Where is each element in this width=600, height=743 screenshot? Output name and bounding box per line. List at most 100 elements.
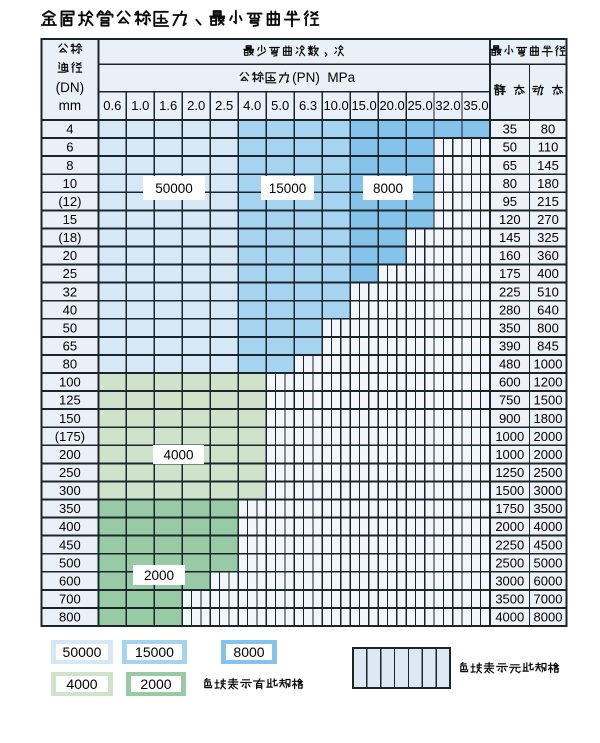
svg-text:2000: 2000 <box>140 676 171 692</box>
svg-text:35.0: 35.0 <box>463 98 488 113</box>
svg-text:325: 325 <box>537 230 559 245</box>
svg-text:4500: 4500 <box>534 537 563 552</box>
svg-text:1500: 1500 <box>534 393 563 408</box>
svg-text:5000: 5000 <box>534 555 563 570</box>
svg-text:1000: 1000 <box>495 429 524 444</box>
svg-text:25.0: 25.0 <box>407 98 432 113</box>
svg-text:350: 350 <box>59 501 81 516</box>
svg-text:175: 175 <box>499 266 521 281</box>
svg-text:8000: 8000 <box>233 644 264 660</box>
svg-text:1800: 1800 <box>534 411 563 426</box>
svg-text:80: 80 <box>541 122 555 137</box>
svg-text:50000: 50000 <box>155 181 193 196</box>
svg-text:250: 250 <box>59 465 81 480</box>
svg-text:160: 160 <box>499 248 521 263</box>
svg-text:200: 200 <box>59 447 81 462</box>
svg-text:700: 700 <box>59 592 81 607</box>
svg-text:20: 20 <box>63 248 77 263</box>
svg-text:15000: 15000 <box>135 644 174 660</box>
svg-text:1750: 1750 <box>495 501 524 516</box>
svg-text:4000: 4000 <box>495 610 524 625</box>
svg-text:(18): (18) <box>58 230 81 245</box>
svg-text:2500: 2500 <box>495 555 524 570</box>
svg-text:95: 95 <box>503 194 517 209</box>
svg-text:35: 35 <box>503 122 517 137</box>
svg-text:50: 50 <box>63 320 77 335</box>
svg-text:(12): (12) <box>58 194 81 209</box>
svg-text:3000: 3000 <box>534 483 563 498</box>
svg-text:80: 80 <box>503 176 517 191</box>
svg-text:15: 15 <box>63 212 77 227</box>
svg-text:32.0: 32.0 <box>435 98 460 113</box>
svg-text:500: 500 <box>59 555 81 570</box>
svg-text:(DN): (DN) <box>56 80 85 95</box>
svg-text:450: 450 <box>59 537 81 552</box>
svg-text:3000: 3000 <box>495 573 524 588</box>
svg-text:510: 510 <box>537 284 559 299</box>
svg-text:4.0: 4.0 <box>243 98 261 113</box>
svg-text:120: 120 <box>499 212 521 227</box>
svg-text:1250: 1250 <box>495 465 524 480</box>
svg-text:110: 110 <box>538 140 559 155</box>
svg-text:180: 180 <box>537 176 559 191</box>
svg-text:2000: 2000 <box>144 568 174 583</box>
svg-text:2250: 2250 <box>495 537 524 552</box>
svg-text:25: 25 <box>63 266 77 281</box>
svg-text:80: 80 <box>63 357 77 372</box>
svg-text:(175): (175) <box>55 429 85 444</box>
svg-text:1.0: 1.0 <box>131 98 149 113</box>
svg-text:32: 32 <box>63 284 77 299</box>
svg-text:750: 750 <box>499 393 521 408</box>
svg-text:8000: 8000 <box>373 181 403 196</box>
svg-text:6.3: 6.3 <box>299 98 317 113</box>
svg-text:350: 350 <box>499 320 521 335</box>
svg-text:8: 8 <box>66 158 73 173</box>
svg-text:20.0: 20.0 <box>379 98 404 113</box>
svg-text:150: 150 <box>59 411 81 426</box>
svg-text:400: 400 <box>537 266 559 281</box>
svg-text:2000: 2000 <box>495 519 524 534</box>
svg-text:6: 6 <box>66 140 73 155</box>
svg-text:2000: 2000 <box>534 429 563 444</box>
svg-text:800: 800 <box>59 610 81 625</box>
svg-text:360: 360 <box>537 248 559 263</box>
svg-text:145: 145 <box>537 158 559 173</box>
svg-text:0.6: 0.6 <box>103 98 121 113</box>
svg-text:1000: 1000 <box>495 447 524 462</box>
svg-text:4000: 4000 <box>163 447 193 462</box>
svg-text:10.0: 10.0 <box>323 98 348 113</box>
svg-text:1.6: 1.6 <box>159 98 177 113</box>
svg-text:400: 400 <box>59 519 81 534</box>
svg-text:225: 225 <box>499 284 521 299</box>
svg-text:600: 600 <box>59 573 81 588</box>
svg-text:5.0: 5.0 <box>271 98 289 113</box>
svg-text:4000: 4000 <box>534 519 563 534</box>
svg-text:6000: 6000 <box>534 573 563 588</box>
svg-text:1000: 1000 <box>534 357 563 372</box>
svg-text:390: 390 <box>499 339 521 354</box>
svg-text:1500: 1500 <box>495 483 524 498</box>
svg-text:2.5: 2.5 <box>215 98 233 113</box>
svg-text:1200: 1200 <box>534 375 563 390</box>
svg-text:8000: 8000 <box>534 610 563 625</box>
svg-text:50000: 50000 <box>63 644 102 660</box>
svg-text:7000: 7000 <box>534 592 563 607</box>
svg-text:4000: 4000 <box>66 676 97 692</box>
svg-text:2500: 2500 <box>534 465 563 480</box>
svg-text:2000: 2000 <box>534 447 563 462</box>
svg-text:10: 10 <box>63 176 77 191</box>
svg-text:65: 65 <box>63 339 77 354</box>
svg-text:480: 480 <box>499 357 521 372</box>
svg-text:65: 65 <box>503 158 517 173</box>
svg-text:640: 640 <box>537 302 559 317</box>
svg-text:4: 4 <box>66 122 73 137</box>
svg-text:100: 100 <box>59 375 81 390</box>
svg-text:845: 845 <box>537 339 559 354</box>
svg-text:2.0: 2.0 <box>187 98 205 113</box>
svg-text:215: 215 <box>537 194 559 209</box>
svg-text:3500: 3500 <box>495 592 524 607</box>
svg-text:50: 50 <box>503 140 517 155</box>
svg-text:125: 125 <box>59 393 81 408</box>
svg-text:270: 270 <box>537 212 559 227</box>
svg-text:280: 280 <box>499 302 521 317</box>
